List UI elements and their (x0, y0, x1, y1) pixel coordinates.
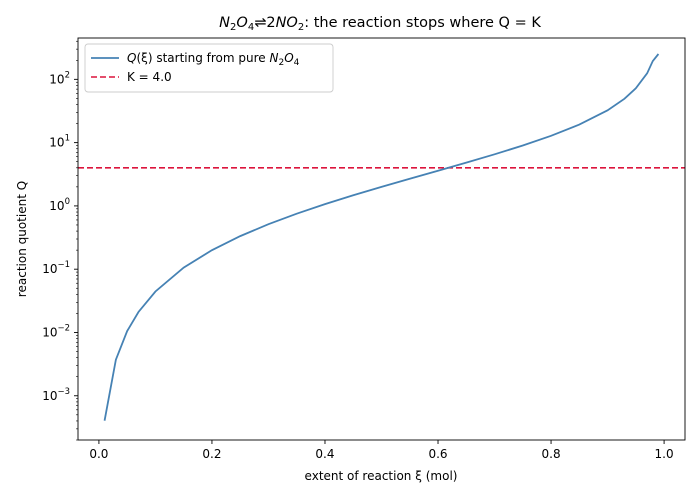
y-tick-base: 10 (49, 199, 64, 213)
title-product-sub: 2 (298, 22, 304, 33)
x-tick-label: 0.6 (428, 447, 447, 461)
x-tick-label: 0.8 (542, 447, 561, 461)
y-tick-base: 10 (49, 136, 64, 150)
title-tail: : the reaction stops where Q = K (304, 15, 541, 31)
y-tick-label: 10−2 (42, 323, 70, 339)
title-product-coef: 2 (266, 15, 275, 31)
x-tick-label: 1.0 (655, 447, 674, 461)
y-tick-base: 10 (42, 325, 57, 339)
y-tick-base: 10 (42, 389, 57, 403)
chart-title: N2O4⇌2NO2: the reaction stops where Q = … (219, 15, 541, 33)
x-axis: 0.0 0.2 0.4 0.6 0.8 1.0 (89, 440, 674, 461)
y-tick-exp: −1 (57, 260, 70, 270)
y-tick-label: 10−3 (42, 387, 70, 403)
q-curve-line (103, 53, 660, 421)
title-arrow: ⇌ (254, 15, 266, 31)
y-tick-exp: −2 (57, 323, 70, 333)
legend: Q(ξ) starting from pure N2O4 K = 4.0 (84, 43, 334, 93)
legend-label-k: K = 4.0 (127, 70, 172, 84)
y-tick-base: 10 (49, 72, 64, 86)
y-tick-label: 100 (49, 197, 70, 213)
title-reactant-rest: O (236, 15, 247, 31)
x-axis-label: extent of reaction ξ (mol) (305, 469, 458, 483)
y-tick-label: 102 (49, 70, 70, 86)
legend-box (84, 43, 334, 93)
y-tick-exp: −3 (57, 387, 70, 397)
y-axis-label: reaction quotient Q (15, 181, 29, 297)
x-tick-label: 0.2 (202, 447, 221, 461)
y-tick-label: 101 (49, 134, 70, 150)
y-tick-exp: 1 (65, 134, 70, 144)
y-tick-exp: 0 (65, 197, 70, 207)
y-tick-base: 10 (42, 262, 57, 276)
title-reactant-sub2: 4 (248, 22, 254, 33)
y-tick-exp: 2 (65, 70, 70, 80)
x-tick-label: 0.4 (315, 447, 334, 461)
y-tick-label: 10−1 (42, 260, 70, 276)
title-product: NO (276, 15, 298, 31)
x-tick-label: 0.0 (89, 447, 108, 461)
title-reactant-sub1: 2 (230, 22, 236, 33)
plot-area (78, 53, 685, 421)
title-reactant: N (219, 15, 230, 31)
legend-label-q: Q(ξ) starting from pure N2O4 (127, 51, 300, 68)
